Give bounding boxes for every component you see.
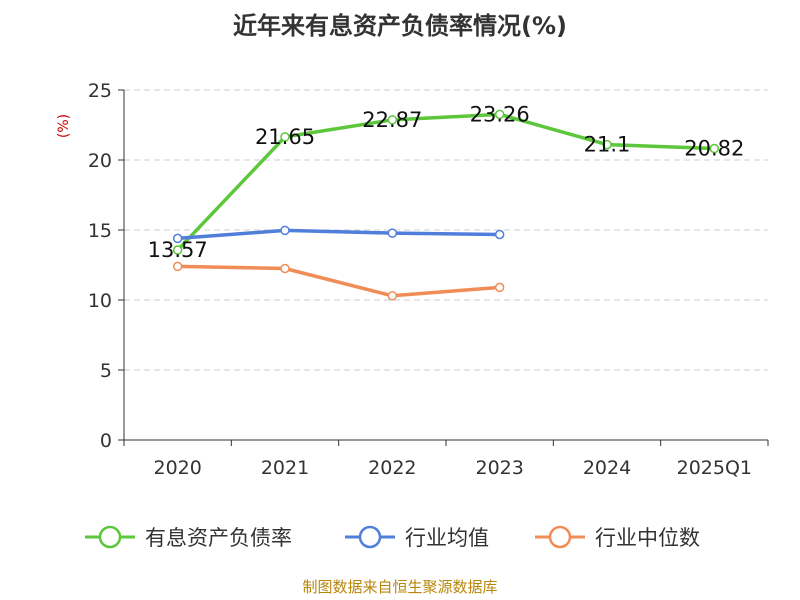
data-point bbox=[172, 233, 183, 244]
series-line bbox=[176, 112, 715, 252]
y-tick-label: 25 bbox=[88, 80, 112, 102]
data-label: 22.87 bbox=[362, 108, 422, 132]
legend-label: 行业均值 bbox=[405, 526, 489, 550]
data-point bbox=[602, 139, 612, 150]
chart-title: 近年来有息资产负债率情况(%) bbox=[233, 12, 567, 40]
data-point bbox=[494, 109, 505, 120]
data-label: 13.57 bbox=[148, 238, 208, 262]
x-tick-label: 2022 bbox=[368, 457, 416, 479]
data-point bbox=[280, 263, 290, 274]
data-label: 21.65 bbox=[255, 125, 315, 149]
legend-label: 有息资产负债率 bbox=[145, 526, 292, 550]
legend-item[interactable]: 行业均值 bbox=[345, 525, 489, 550]
series-line bbox=[177, 228, 500, 241]
y-tick-label: 15 bbox=[88, 220, 112, 242]
y-tick-label: 20 bbox=[88, 150, 112, 172]
source-note: 制图数据来自恒生聚源数据库 bbox=[302, 578, 497, 596]
legend[interactable]: 有息资产负债率 行业均值 行业中位数 bbox=[85, 525, 700, 550]
legend-marker bbox=[358, 525, 382, 549]
data-label: 23.26 bbox=[470, 102, 530, 126]
data-point bbox=[387, 228, 398, 238]
y-tick-label: 10 bbox=[88, 290, 112, 312]
x-tick-label: 2023 bbox=[475, 457, 523, 479]
axes: 0 5 10 15 20 25 2020 2021 2022 2023 2024 2025Q1 bbox=[88, 80, 769, 479]
data-point bbox=[494, 229, 505, 240]
y-tick-label: 0 bbox=[100, 430, 112, 452]
series-line bbox=[177, 264, 500, 298]
y-tick-label: 5 bbox=[100, 360, 112, 382]
data-label: 20.82 bbox=[684, 137, 744, 161]
data-point bbox=[172, 245, 183, 255]
data-point bbox=[387, 291, 398, 301]
x-tick-label: 2025Q1 bbox=[677, 457, 752, 479]
data-point bbox=[494, 282, 505, 293]
data-point bbox=[280, 132, 290, 142]
legend-marker bbox=[98, 525, 122, 549]
x-tick-label: 2024 bbox=[583, 457, 631, 479]
series-group bbox=[172, 109, 720, 301]
legend-item[interactable]: 行业中位数 bbox=[535, 525, 700, 550]
data-label: 21.1 bbox=[584, 133, 631, 157]
y-axis-label: (%) bbox=[56, 114, 72, 138]
grid bbox=[124, 89, 768, 371]
x-tick-label: 2020 bbox=[153, 457, 201, 479]
legend-label: 行业中位数 bbox=[595, 526, 700, 550]
data-point bbox=[709, 143, 720, 154]
data-point bbox=[387, 115, 398, 125]
legend-item[interactable]: 有息资产负债率 bbox=[85, 525, 292, 550]
legend-marker bbox=[548, 525, 572, 549]
data-point bbox=[172, 261, 183, 272]
data-labels: 13.57 21.65 22.87 23.26 21.1 20.82 bbox=[148, 102, 745, 262]
x-tick-label: 2021 bbox=[261, 457, 309, 479]
data-point bbox=[280, 225, 290, 236]
